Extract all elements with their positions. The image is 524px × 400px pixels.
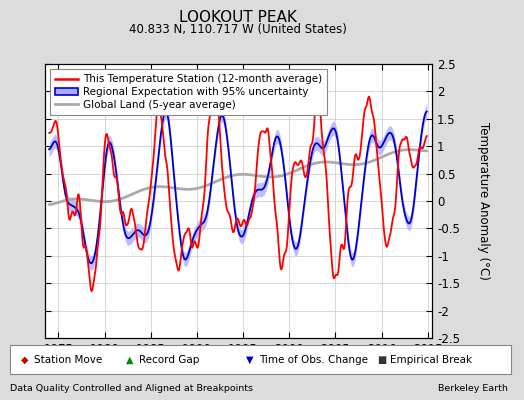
Text: Berkeley Earth: Berkeley Earth — [439, 384, 508, 393]
Text: ▲: ▲ — [126, 354, 133, 365]
Text: 40.833 N, 110.717 W (United States): 40.833 N, 110.717 W (United States) — [129, 23, 347, 36]
Text: Data Quality Controlled and Aligned at Breakpoints: Data Quality Controlled and Aligned at B… — [10, 384, 254, 393]
Text: ▼: ▼ — [246, 354, 254, 365]
Text: Time of Obs. Change: Time of Obs. Change — [259, 354, 368, 365]
Text: LOOKOUT PEAK: LOOKOUT PEAK — [180, 10, 297, 25]
Text: Empirical Break: Empirical Break — [390, 354, 473, 365]
Text: Record Gap: Record Gap — [139, 354, 199, 365]
Y-axis label: Temperature Anomaly (°C): Temperature Anomaly (°C) — [477, 122, 490, 280]
Text: ◆: ◆ — [21, 354, 28, 365]
Legend: This Temperature Station (12-month average), Regional Expectation with 95% uncer: This Temperature Station (12-month avera… — [50, 69, 328, 115]
Text: Station Move: Station Move — [34, 354, 102, 365]
Text: ■: ■ — [377, 354, 387, 365]
